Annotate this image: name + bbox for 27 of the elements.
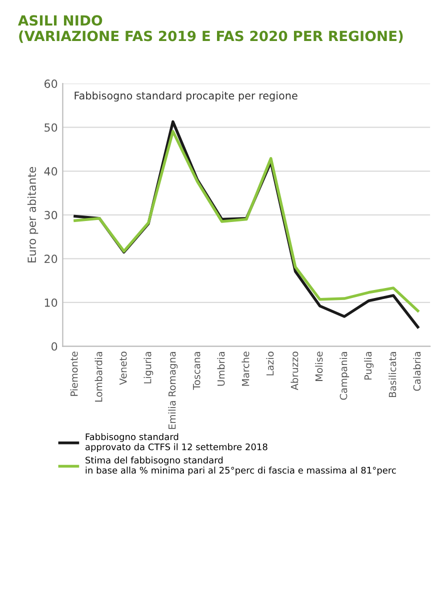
x-tick-label: Abruzzo — [290, 352, 298, 390]
x-tick-label: Puglia — [364, 352, 374, 380]
y-tick-label: 0 — [52, 342, 58, 351]
x-tick-label: Molise — [315, 352, 323, 381]
x-tick-label: Umbria — [217, 352, 225, 386]
x-tick-label: Emilia Romagna — [168, 352, 178, 429]
x-tick-label: Calabria — [413, 352, 421, 391]
x-tick-label: Campania — [340, 352, 350, 400]
x-tick-label: Lombardia — [94, 352, 102, 402]
x-tick-label: Piemonte — [70, 352, 78, 396]
y-tick-label: 60 — [44, 80, 58, 88]
legend-label: Fabbisogno standard approvato da CTFS il 12 settembre 2018 — [86, 433, 268, 452]
y-tick-label: 50 — [44, 123, 58, 132]
y-tick-label: 30 — [44, 210, 58, 220]
y-tick-label: 20 — [44, 254, 58, 264]
x-tick-label: Marche — [242, 352, 250, 386]
x-tick-label: Liguria — [144, 352, 154, 384]
y-tick-label: 10 — [44, 298, 58, 307]
legend-label: Stima del fabbisogno standard in base alla % minima pari al 25°perc di fascia e massima al 81°perc — [86, 456, 396, 476]
y-tick-label: 40 — [44, 167, 58, 176]
x-tick-label: Toscana — [193, 352, 200, 390]
x-tick-label: Basilicata — [388, 352, 396, 398]
x-tick-label: Lazio — [266, 352, 274, 376]
x-tick-label: Veneto — [120, 352, 127, 385]
text: Fabbisogno standard procapite per regione — [74, 91, 298, 102]
chart-title: ASILI NIDO (VARIAZIONE FAS 2019 E FAS 2020 PER REGIONE) — [18, 15, 403, 43]
y-axis-title: Euro per abitante — [27, 166, 38, 262]
